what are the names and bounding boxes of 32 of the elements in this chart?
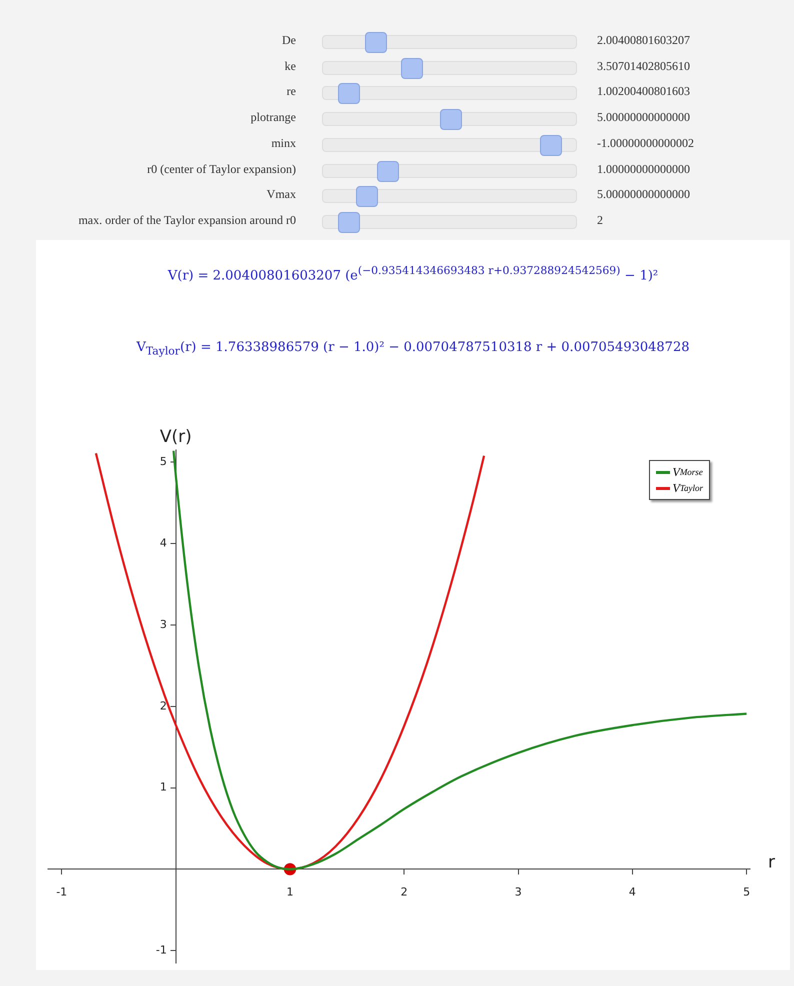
x-tick-label: -1 xyxy=(56,886,68,899)
x-tick-label: 4 xyxy=(628,886,636,899)
x-tick-label: 2 xyxy=(400,886,408,899)
text: V$_{Taylor}$(r) = 1.76338986579 (r − 1.0)² − 0.00704787510318 r + 0.00705493048728 xyxy=(135,340,690,358)
text: De xyxy=(281,33,296,48)
y-tick-label: 4 xyxy=(160,536,167,550)
y-tick-label: 5 xyxy=(160,455,167,468)
text: ke xyxy=(284,58,296,74)
text: V(r) = 2.00400801603207 (e$^{(−0.935414346693483 r+0.937288924542569)}$ − 1)² xyxy=(166,264,660,284)
y-tick-label: 3 xyxy=(160,618,167,631)
text: 3.50701402805610 xyxy=(597,58,690,74)
text: plotrange xyxy=(250,110,296,126)
text: 2 xyxy=(597,212,603,228)
y-tick-label: -1 xyxy=(156,943,167,956)
x-tick-label: 5 xyxy=(743,886,750,899)
text: re xyxy=(286,84,296,100)
y-axis-title: V(r) xyxy=(160,426,192,447)
y-tick-label: 2 xyxy=(160,699,167,712)
x-tick-label: 3 xyxy=(514,886,522,899)
x-tick-label: 1 xyxy=(286,886,294,899)
x-axis-title: r xyxy=(768,852,775,873)
text: max. order of the Taylor expansion around r0 xyxy=(77,212,296,228)
text: 1.00000000000000 xyxy=(597,162,690,176)
y-tick-label: 1 xyxy=(160,780,167,794)
text: minx xyxy=(270,136,296,151)
text: 5.00000000000000 xyxy=(597,110,690,126)
text: 1.00200400801603 xyxy=(597,84,690,100)
text: 5.00000000000000 xyxy=(597,187,690,202)
text: 2.00400801603207 xyxy=(597,33,690,48)
text: Vmax xyxy=(266,187,296,202)
text: -1.00000000000002 xyxy=(597,136,694,151)
text: r0 (center of Taylor expansion) xyxy=(146,162,296,176)
